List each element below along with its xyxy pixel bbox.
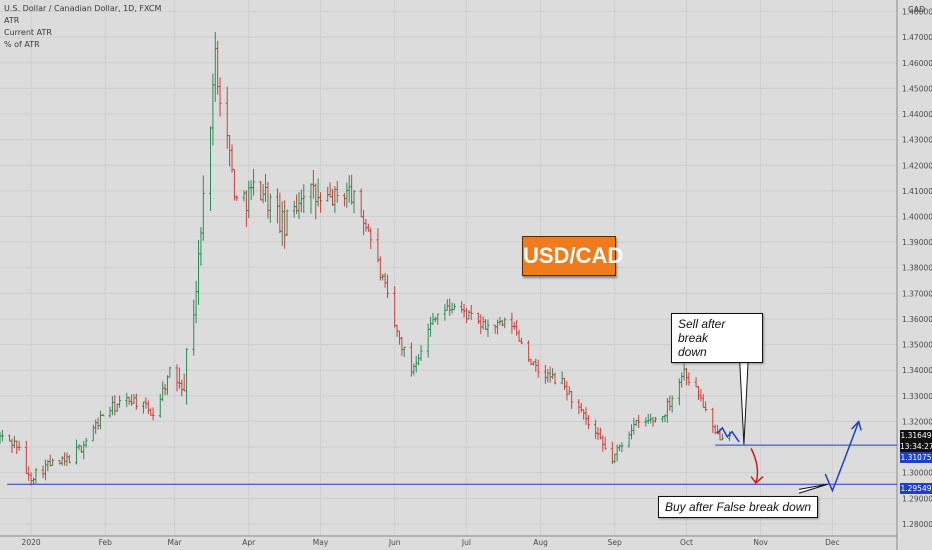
x-tick-label-11: Dec xyxy=(825,538,840,547)
y-tick-label-0: 1.28000 xyxy=(902,520,932,529)
x-tick-label-4: May xyxy=(313,538,329,547)
level-2-tag: 1.29549 xyxy=(900,483,932,494)
indicator-atr: ATR xyxy=(4,16,20,25)
symbol-badge: USD/CAD xyxy=(522,236,623,276)
forecast-up-arrow xyxy=(824,421,860,493)
y-tick-label-19: 1.47000 xyxy=(902,33,932,42)
sell-annotation-line-2: down xyxy=(678,345,707,359)
last-price-tag: 1.31649 xyxy=(900,430,932,441)
x-tick-label-8: Sep xyxy=(608,538,622,547)
y-tick-label-4: 1.32000 xyxy=(902,417,932,426)
x-tick-label-0: 2020 xyxy=(22,538,41,547)
symbol-line: U.S. Dollar / Canadian Dollar, 1D, FXCM xyxy=(4,4,162,13)
y-tick-label-20: 1.48000 xyxy=(902,8,932,17)
y-tick-label-18: 1.46000 xyxy=(902,59,932,68)
currency-label: CAD xyxy=(908,5,926,14)
y-tick-label-15: 1.43000 xyxy=(902,136,932,145)
y-tick-label-2: 1.30000 xyxy=(902,469,932,478)
x-tick-label-7: Aug xyxy=(533,538,548,547)
x-tick-label-2: Mar xyxy=(168,538,183,547)
y-tick-label-16: 1.44000 xyxy=(902,110,932,119)
y-tick-label-1: 1.29000 xyxy=(902,494,932,503)
y-tick-label-17: 1.45000 xyxy=(902,84,932,93)
forecast-down-arrow xyxy=(750,448,759,484)
x-tick-label-9: Oct xyxy=(680,538,693,547)
y-tick-label-6: 1.34000 xyxy=(902,366,932,375)
y-tick-label-5: 1.33000 xyxy=(902,392,932,401)
forecast-up-arrowhead xyxy=(851,419,862,431)
buy-annotation[interactable]: Buy after False break down xyxy=(658,496,819,518)
countdown-tag: 13:34:27 xyxy=(900,441,932,452)
y-tick-label-8: 1.36000 xyxy=(902,315,932,324)
y-tick-label-14: 1.42000 xyxy=(902,161,932,170)
forecast-squiggle xyxy=(717,426,740,443)
y-tick-label-12: 1.40000 xyxy=(902,213,932,222)
y-tick-label-10: 1.38000 xyxy=(902,264,932,273)
y-tick-label-13: 1.41000 xyxy=(902,187,932,196)
x-tick-label-5: Jun xyxy=(388,538,401,547)
x-tick-label-10: Nov xyxy=(753,538,768,547)
indicator-percent-atr: % of ATR xyxy=(4,40,40,49)
y-tick-label-11: 1.39000 xyxy=(902,238,932,247)
indicator-current-atr: Current ATR xyxy=(4,28,52,37)
y-tick-label-7: 1.35000 xyxy=(902,341,932,350)
sell-callout-pointer xyxy=(738,349,750,445)
x-tick-label-3: Apr xyxy=(242,538,256,547)
forecast-down-arrowhead xyxy=(750,475,764,485)
y-tick-label-9: 1.37000 xyxy=(902,289,932,298)
sell-annotation[interactable]: Sell after break down xyxy=(671,313,763,363)
x-tick-label-6: Jul xyxy=(461,538,471,547)
buy-callout-pointer xyxy=(798,483,828,494)
sell-annotation-line-1: Sell after break xyxy=(678,317,726,345)
level-1-tag: 1.31075 xyxy=(900,452,932,463)
x-tick-label-1: Feb xyxy=(99,538,113,547)
